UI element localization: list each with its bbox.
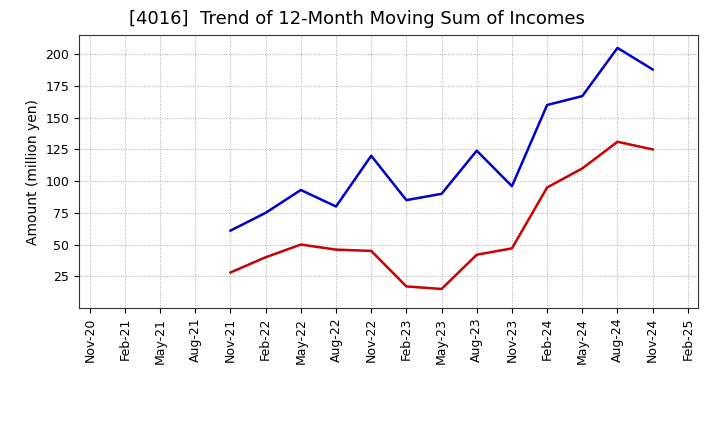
Ordinary Income (297, 187, 305, 193)
Ordinary Income (261, 210, 270, 216)
Legend: Ordinary Income, Net Income: Ordinary Income, Net Income (226, 438, 552, 440)
Net Income (543, 185, 552, 190)
Ordinary Income (332, 204, 341, 209)
Ordinary Income (402, 198, 410, 203)
Text: [4016]  Trend of 12-Month Moving Sum of Incomes: [4016] Trend of 12-Month Moving Sum of I… (129, 10, 585, 28)
Net Income (648, 147, 657, 152)
Ordinary Income (437, 191, 446, 196)
Ordinary Income (578, 93, 587, 99)
Ordinary Income (472, 148, 481, 153)
Ordinary Income (508, 183, 516, 189)
Net Income (578, 166, 587, 171)
Net Income (367, 248, 376, 253)
Net Income (261, 255, 270, 260)
Net Income (297, 242, 305, 247)
Ordinary Income (613, 45, 622, 51)
Net Income (226, 270, 235, 275)
Ordinary Income (543, 103, 552, 108)
Line: Ordinary Income: Ordinary Income (230, 48, 652, 231)
Net Income (613, 139, 622, 144)
Ordinary Income (367, 153, 376, 158)
Net Income (472, 252, 481, 257)
Net Income (508, 246, 516, 251)
Net Income (402, 284, 410, 289)
Ordinary Income (648, 67, 657, 72)
Ordinary Income (226, 228, 235, 233)
Net Income (437, 286, 446, 292)
Line: Net Income: Net Income (230, 142, 652, 289)
Net Income (332, 247, 341, 252)
Y-axis label: Amount (million yen): Amount (million yen) (26, 99, 40, 245)
